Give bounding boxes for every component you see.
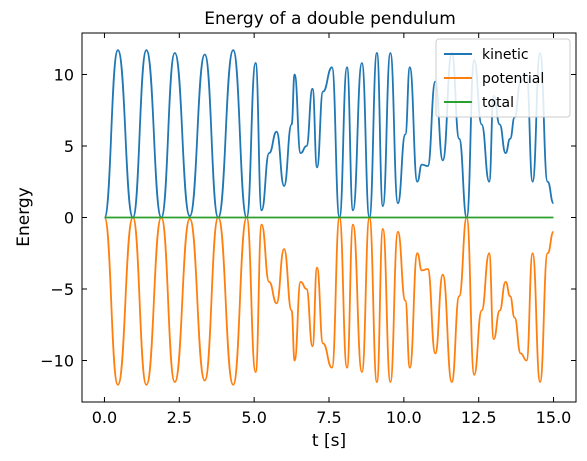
legend: kinetic potential total: [435, 38, 571, 118]
legend-label-total: total: [482, 95, 514, 111]
legend-label-potential: potential: [482, 71, 544, 87]
x-tick-label: 15.0: [536, 408, 572, 427]
y-tick-label: 5: [64, 137, 74, 156]
y-tick-label: −10: [40, 352, 74, 371]
y-tick-label: 10: [54, 65, 74, 84]
plot-frame: [81, 32, 577, 403]
series-line-potential: [103, 216, 555, 386]
series-layer: [103, 49, 555, 386]
axis-ticks: 0.0 2.5 5.0 7.5 10.0 12.5 15.0 −10 −5 0 5 10: [40, 33, 576, 427]
y-axis-label: Energy: [14, 187, 34, 247]
x-axis-label: t [s]: [312, 431, 346, 451]
x-tick-label: 2.5: [167, 408, 192, 427]
y-tick-label: −5: [50, 280, 74, 299]
legend-box: [435, 38, 571, 118]
y-tick-label: 0: [64, 209, 74, 228]
x-tick-label: 5.0: [241, 408, 266, 427]
x-tick-label: 7.5: [316, 408, 341, 427]
chart-title: Energy of a double pendulum: [204, 9, 456, 29]
x-tick-label: 12.5: [461, 408, 497, 427]
legend-label-kinetic: kinetic: [482, 47, 529, 63]
x-tick-label: 0.0: [92, 408, 117, 427]
series-line-kinetic: [103, 49, 555, 219]
x-tick-label: 10.0: [386, 408, 422, 427]
